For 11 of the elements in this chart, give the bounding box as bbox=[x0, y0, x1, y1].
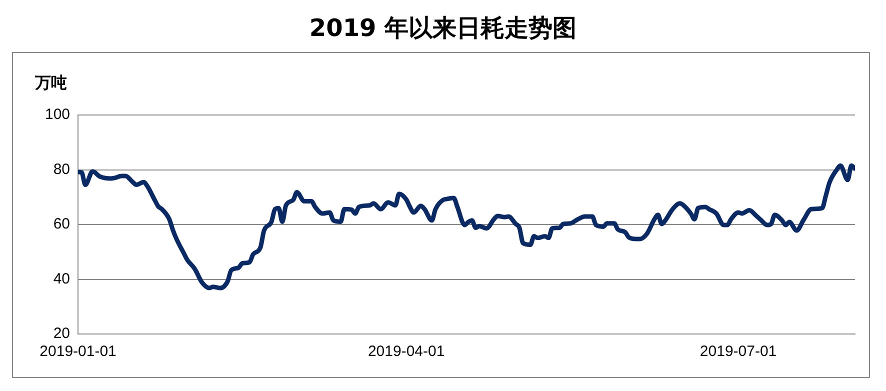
chart-title: 2019 年以来日耗走势图 bbox=[308, 13, 578, 44]
x-tick-label: 2019-07-01 bbox=[700, 343, 777, 360]
y-tick-label: 60 bbox=[53, 216, 70, 233]
x-tick-label: 2019-04-01 bbox=[368, 343, 445, 360]
y-tick-label: 80 bbox=[53, 160, 70, 178]
y-tick-label: 100 bbox=[44, 106, 70, 124]
x-tick-label: 2019-01-01 bbox=[40, 343, 116, 360]
line-series bbox=[78, 163, 855, 290]
y-tick-label: 20 bbox=[53, 325, 70, 342]
y-tick-label: 40 bbox=[53, 270, 70, 288]
y-axis-title: 万吨 bbox=[35, 73, 67, 94]
